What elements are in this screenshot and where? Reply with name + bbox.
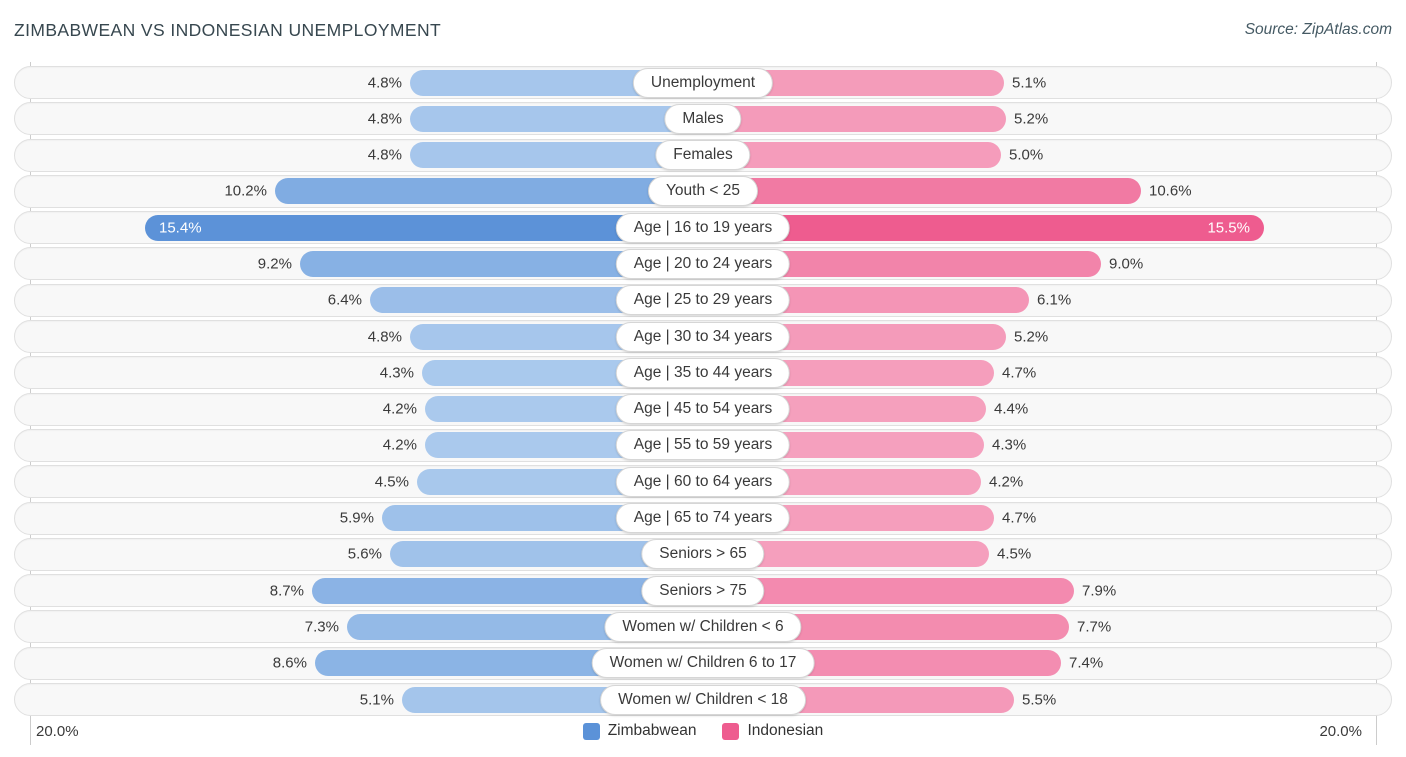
zimbabwean-bar xyxy=(410,105,703,132)
legend-swatch-icon xyxy=(582,722,600,740)
zimbabwean-value: 10.2% xyxy=(224,182,267,200)
zimbabwean-value: 8.6% xyxy=(272,654,307,672)
indonesian-value: 10.6% xyxy=(1149,182,1192,200)
chart-legend: Zimbabwean Indonesian xyxy=(0,722,1406,740)
zimbabwean-value: 6.4% xyxy=(327,291,362,309)
indonesian-value: 15.5% xyxy=(1207,219,1250,237)
indonesian-value: 5.0% xyxy=(1009,146,1044,164)
category-label: Women w/ Children < 18 xyxy=(600,684,806,715)
indonesian-value: 4.2% xyxy=(989,473,1024,491)
page-title: ZIMBABWEAN VS INDONESIAN UNEMPLOYMENT xyxy=(14,20,442,40)
legend-item-zimbabwean: Zimbabwean xyxy=(582,722,697,740)
legend-item-indonesian: Indonesian xyxy=(722,722,823,740)
zimbabwean-value: 4.2% xyxy=(382,400,417,418)
category-label: Age | 16 to 19 years xyxy=(615,212,791,243)
zimbabwean-bar xyxy=(275,178,703,205)
indonesian-value: 4.4% xyxy=(994,400,1029,418)
category-label: Youth < 25 xyxy=(648,176,758,207)
chart-row: 4.5% 4.2% Age | 60 to 64 years xyxy=(14,465,1392,499)
category-label: Age | 20 to 24 years xyxy=(615,248,791,279)
chart-row: 6.4% 6.1% Age | 25 to 29 years xyxy=(14,283,1392,317)
chart-row: 4.2% 4.4% Age | 45 to 54 years xyxy=(14,392,1392,426)
chart-row: 4.8% 5.2% Males xyxy=(14,102,1392,136)
zimbabwean-bar xyxy=(312,577,703,604)
legend-label: Indonesian xyxy=(747,722,824,739)
chart-row: 8.6% 7.4% Women w/ Children 6 to 17 xyxy=(14,646,1392,680)
tornado-chart: 4.8% 5.1% Unemployment 4.8% 5.2% Males 4.8% 5.0… xyxy=(14,66,1392,719)
indonesian-value: 5.1% xyxy=(1012,74,1047,91)
zimbabwean-bar xyxy=(145,214,703,241)
chart-row: 4.2% 4.3% Age | 55 to 59 years xyxy=(14,428,1392,462)
indonesian-value: 4.7% xyxy=(1002,509,1037,527)
zimbabwean-value: 5.6% xyxy=(347,545,382,563)
zimbabwean-value: 4.8% xyxy=(367,110,402,128)
indonesian-value: 7.9% xyxy=(1082,582,1117,600)
category-label: Women w/ Children < 6 xyxy=(604,611,802,642)
category-label: Males xyxy=(664,103,742,134)
zimbabwean-value: 15.4% xyxy=(159,219,202,237)
indonesian-bar xyxy=(703,142,1001,169)
left-axis-max-label: 20.0% xyxy=(36,723,79,740)
chart-row: 8.7% 7.9% Seniors > 75 xyxy=(14,574,1392,608)
category-label: Seniors > 75 xyxy=(641,575,765,606)
indonesian-value: 9.0% xyxy=(1109,255,1144,273)
chart-row: 5.9% 4.7% Age | 65 to 74 years xyxy=(14,501,1392,535)
category-label: Age | 45 to 54 years xyxy=(615,394,791,425)
zimbabwean-value: 4.2% xyxy=(382,436,417,454)
zimbabwean-value: 7.3% xyxy=(304,618,339,636)
category-label: Age | 65 to 74 years xyxy=(615,503,791,534)
chart-row: 15.4% 15.5% Age | 16 to 19 years xyxy=(14,211,1392,245)
chart-row: 4.8% 5.0% Females xyxy=(14,138,1392,172)
indonesian-value: 7.7% xyxy=(1077,618,1112,636)
chart-row: 5.6% 4.5% Seniors > 65 xyxy=(14,537,1392,571)
category-label: Age | 25 to 29 years xyxy=(615,285,791,316)
zimbabwean-bar xyxy=(410,142,703,169)
chart-row: 4.8% 5.2% Age | 30 to 34 years xyxy=(14,320,1392,354)
chart-row: 5.1% 5.5% Women w/ Children < 18 xyxy=(14,683,1392,717)
chart-row: 10.2% 10.6% Youth < 25 xyxy=(14,174,1392,208)
category-label: Age | 60 to 64 years xyxy=(615,466,791,497)
zimbabwean-value: 4.3% xyxy=(379,364,414,382)
zimbabwean-value: 5.1% xyxy=(359,691,394,709)
chart-row: 9.2% 9.0% Age | 20 to 24 years xyxy=(14,247,1392,281)
indonesian-bar xyxy=(703,105,1006,132)
zimbabwean-value: 8.7% xyxy=(269,582,304,600)
category-label: Unemployment xyxy=(632,67,774,98)
legend-label: Zimbabwean xyxy=(607,722,697,739)
category-label: Seniors > 65 xyxy=(641,539,765,570)
indonesian-value: 4.5% xyxy=(997,545,1032,563)
zimbabwean-value: 4.8% xyxy=(367,146,402,164)
category-label: Age | 55 to 59 years xyxy=(615,430,791,461)
indonesian-value: 5.2% xyxy=(1014,110,1049,128)
indonesian-value: 7.4% xyxy=(1069,654,1104,672)
category-label: Age | 30 to 34 years xyxy=(615,321,791,352)
zimbabwean-value: 4.8% xyxy=(367,328,402,346)
category-label: Females xyxy=(655,140,751,171)
chart-row: 4.8% 5.1% Unemployment xyxy=(14,66,1392,99)
zimbabwean-value: 4.8% xyxy=(367,74,402,91)
zimbabwean-value: 4.5% xyxy=(374,473,409,491)
indonesian-value: 5.5% xyxy=(1022,691,1057,709)
indonesian-bar xyxy=(703,178,1141,205)
source-credit: Source: ZipAtlas.com xyxy=(1244,21,1392,38)
indonesian-value: 4.3% xyxy=(992,436,1027,454)
chart-row: 7.3% 7.7% Women w/ Children < 6 xyxy=(14,610,1392,644)
indonesian-bar xyxy=(703,214,1264,241)
category-label: Age | 35 to 44 years xyxy=(615,357,791,388)
indonesian-bar xyxy=(703,577,1074,604)
indonesian-value: 5.2% xyxy=(1014,328,1049,346)
chart-row: 4.3% 4.7% Age | 35 to 44 years xyxy=(14,356,1392,390)
right-axis-max-label: 20.0% xyxy=(1319,723,1362,740)
indonesian-value: 6.1% xyxy=(1037,291,1072,309)
zimbabwean-value: 5.9% xyxy=(339,509,374,527)
zimbabwean-value: 9.2% xyxy=(257,255,292,273)
legend-swatch-icon xyxy=(722,722,740,740)
indonesian-value: 4.7% xyxy=(1002,364,1037,382)
category-label: Women w/ Children 6 to 17 xyxy=(591,648,815,679)
